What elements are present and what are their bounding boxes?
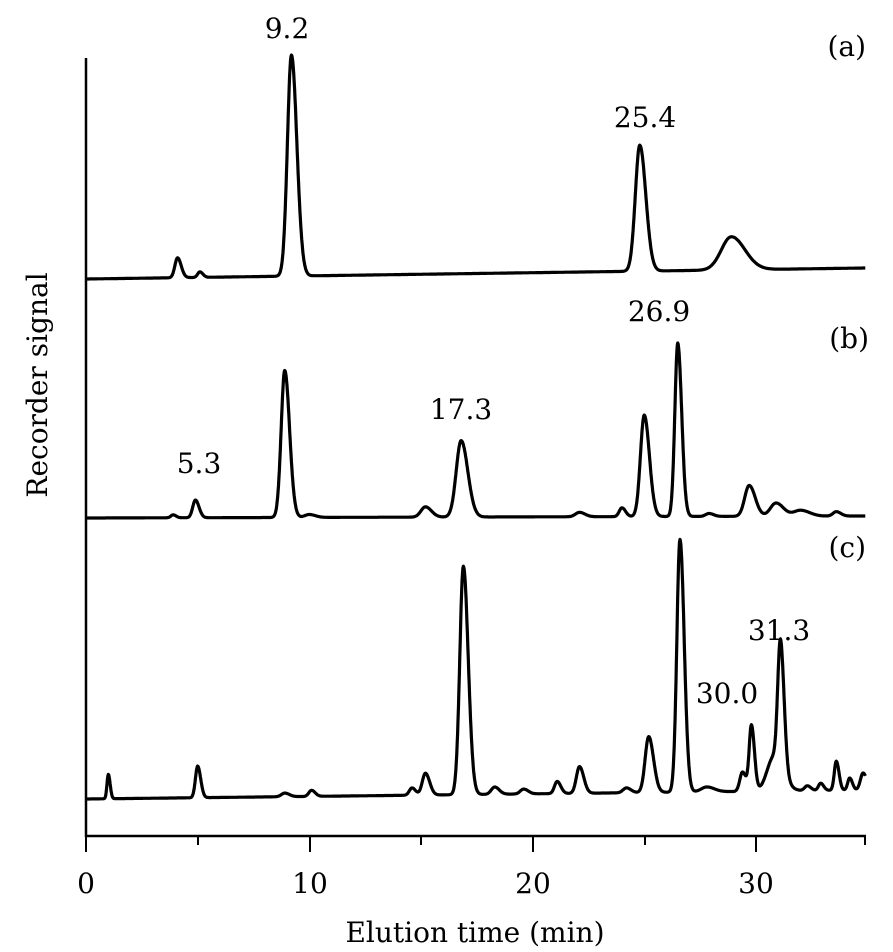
x-ticks <box>85 836 866 852</box>
trace-a <box>84 53 867 281</box>
peak-annotation-30-0: 30.0 <box>696 677 758 710</box>
panel-label-a: (a) <box>827 30 866 63</box>
panel-label-c: (c) <box>828 531 866 564</box>
trace-b <box>84 341 867 520</box>
panel-label-b: (b) <box>829 322 869 355</box>
peak-annotation-31-3: 31.3 <box>748 614 810 647</box>
x-tick-label-20: 20 <box>515 867 551 900</box>
x-tick-label-0: 0 <box>77 867 95 900</box>
trace-c <box>84 537 867 801</box>
x-tick-label-30: 30 <box>738 867 774 900</box>
x-axis-title: Elution time (min) <box>345 916 604 949</box>
y-axis-title: Recorder signal <box>21 272 54 497</box>
peak-annotation-5-3: 5.3 <box>177 447 222 480</box>
peak-annotation-9-2: 9.2 <box>265 12 310 45</box>
peak-annotation-17-3: 17.3 <box>430 393 492 426</box>
peak-annotation-26-9: 26.9 <box>628 295 690 328</box>
x-tick-label-10: 10 <box>292 867 328 900</box>
peak-annotation-25-4: 25.4 <box>614 101 676 134</box>
